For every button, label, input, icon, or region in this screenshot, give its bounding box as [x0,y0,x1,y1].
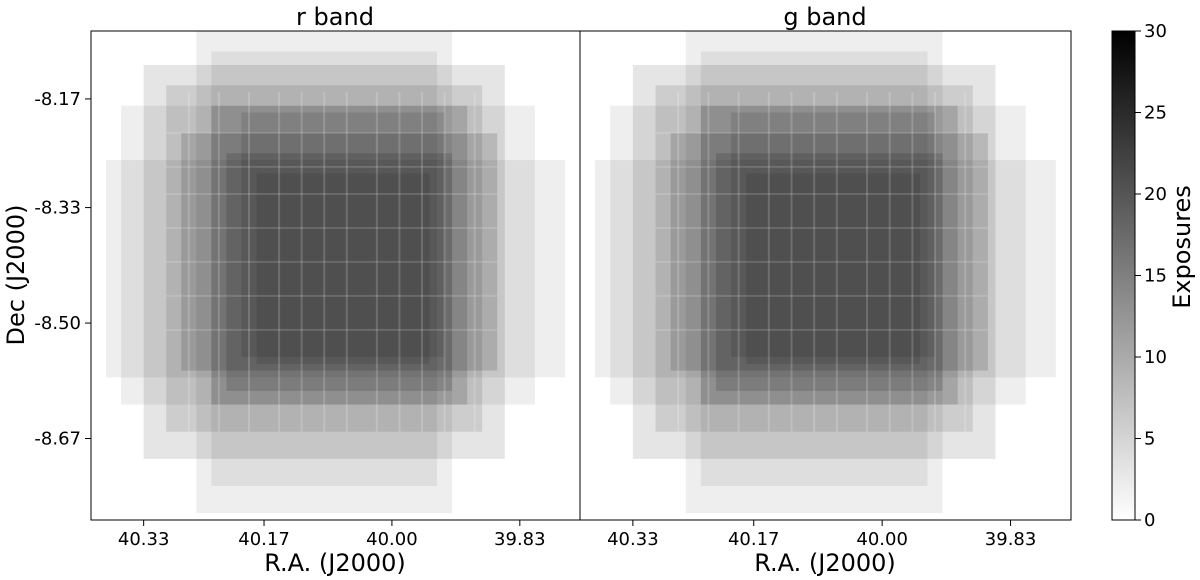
panel-frame [90,30,1072,521]
exposure-layer-g-band-8 [715,153,943,391]
panel-g-band: g band [580,3,1071,520]
heatmap-r-band [106,31,565,514]
x-tick-label-g-band-3: 39.83 [985,529,1037,550]
y-tick-label-3: -8.67 [34,429,81,450]
x-tick-label-r-band-1: 40.17 [238,529,290,550]
x-tick-label-g-band-2: 40.00 [856,529,908,550]
colorbar-ticks: 0 5 10 15 20 25 30 [1135,21,1167,531]
colorbar-tick-label-1: 5 [1144,429,1155,450]
exposure-layer-g-band-6 [670,132,988,371]
exposure-layer-r-band-10 [256,173,430,364]
axes: 40.33 40.17 40.00 39.83 40.33 40.17 40.00 39.83… [34,89,1036,550]
exposure-layer-r-band-0 [196,31,453,514]
x-tick-label-r-band-3: 39.83 [494,529,546,550]
exposure-layer-r-band-1 [121,105,535,405]
exposure-layer-r-band-2 [106,160,565,378]
exposure-layer-g-band-3 [632,64,996,459]
exposure-layer-g-band-4 [655,85,973,432]
y-axis-label: Dec (J2000) [2,205,30,346]
exposure-layer-r-band-7 [211,105,468,405]
colorbar-tick-label-0: 0 [1144,510,1155,531]
colorbar: 0 5 10 15 20 25 30 Exposures [1111,21,1196,531]
x-tick-label-r-band-2: 40.00 [366,529,418,550]
panel-title-g-band: g band [783,3,866,31]
x-tick-label-r-band-0: 40.33 [118,529,170,550]
x-axis-label-right: R.A. (J2000) [754,549,896,577]
colorbar-tick-label-2: 10 [1144,347,1167,368]
exposure-layer-g-band-7 [700,105,958,405]
colorbar-label: Exposures [1168,185,1196,309]
exposure-layer-r-band-8 [226,153,453,391]
x-axis-label-left: R.A. (J2000) [264,549,406,577]
exposure-layer-g-band-0 [685,31,943,514]
exposure-layer-g-band-9 [731,112,936,357]
colorbar-tick-label-3: 15 [1144,266,1167,287]
x-tick-label-g-band-1: 40.17 [728,529,780,550]
exposure-layer-r-band-9 [241,112,445,357]
colorbar-tick-label-5: 25 [1144,103,1167,124]
exposure-layer-g-band-10 [746,173,920,364]
panel-title-r-band: r band [296,3,374,31]
heatmap-g-band [595,31,1056,514]
exposure-layer-r-band-6 [181,132,498,371]
exposure-layer-g-band-5 [700,51,928,487]
colorbar-tick-label-4: 20 [1144,184,1167,205]
y-tick-label-1: -8.33 [34,198,81,219]
panel-r-band: r band [91,3,580,520]
exposure-layer-g-band-2 [595,160,1056,378]
exposure-layer-r-band-5 [211,51,438,487]
y-tick-label-0: -8.17 [34,89,81,110]
colorbar-tick-label-6: 30 [1144,21,1167,42]
y-tick-label-2: -8.50 [34,313,81,334]
x-tick-label-g-band-0: 40.33 [607,529,659,550]
colorbar-gradient [1111,30,1136,521]
exposure-layer-r-band-4 [166,85,483,432]
exposure-layer-g-band-1 [610,105,1026,405]
exposure-layer-r-band-3 [143,64,505,459]
